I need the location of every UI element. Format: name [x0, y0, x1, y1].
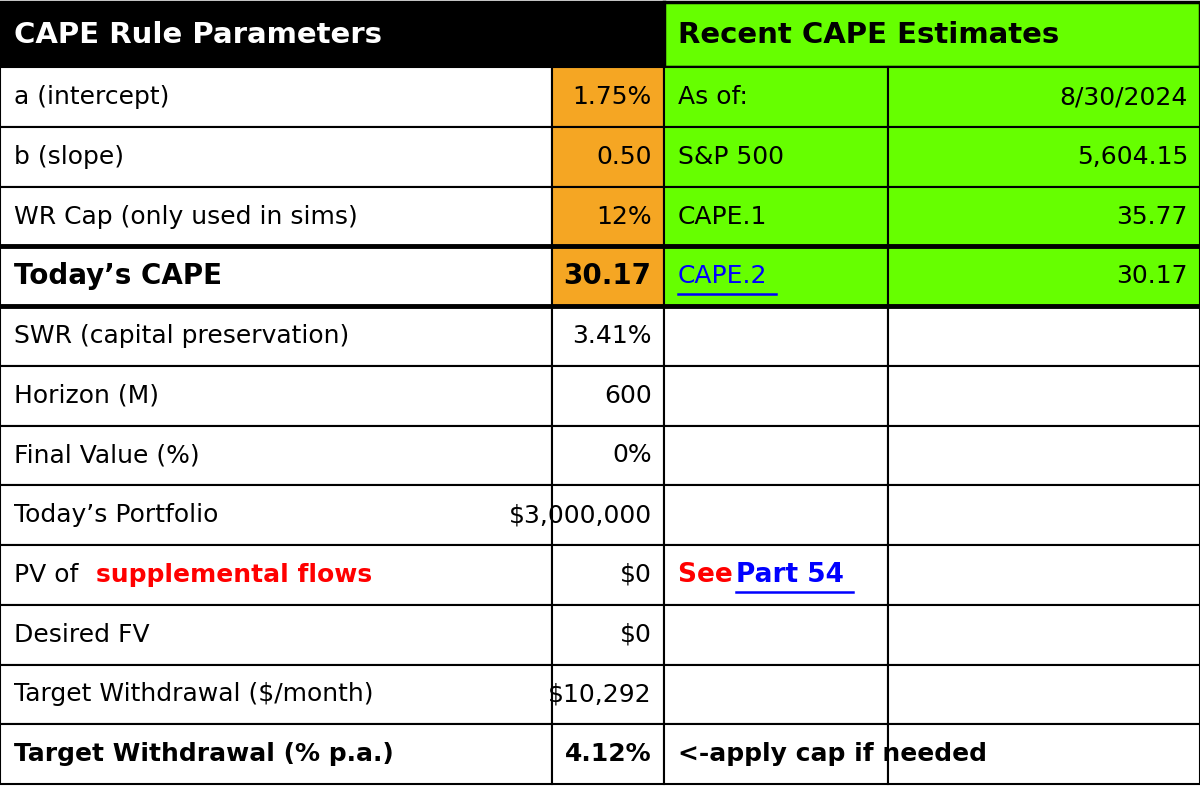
- Text: Target Withdrawal (% p.a.): Target Withdrawal (% p.a.): [14, 742, 394, 766]
- Bar: [888, 127, 1200, 187]
- Text: <-apply cap if needed: <-apply cap if needed: [678, 742, 988, 766]
- Text: CAPE.1: CAPE.1: [678, 204, 767, 229]
- Bar: [888, 605, 1200, 665]
- Text: PV of: PV of: [14, 563, 86, 587]
- Bar: [552, 725, 664, 784]
- Bar: [0, 725, 552, 784]
- Text: 1.75%: 1.75%: [572, 85, 652, 109]
- Text: supplemental flows: supplemental flows: [96, 563, 372, 587]
- Bar: [888, 247, 1200, 306]
- Text: Today’s Portfolio: Today’s Portfolio: [14, 503, 218, 527]
- Bar: [888, 664, 1200, 725]
- Bar: [664, 247, 888, 306]
- Text: 0%: 0%: [612, 443, 652, 468]
- Text: CAPE Rule Parameters: CAPE Rule Parameters: [14, 20, 383, 49]
- Text: 600: 600: [604, 384, 652, 408]
- Bar: [664, 307, 888, 366]
- Bar: [552, 545, 664, 605]
- Text: $0: $0: [619, 563, 652, 587]
- Text: $3,000,000: $3,000,000: [509, 503, 652, 527]
- Bar: [664, 365, 888, 425]
- Text: 4.12%: 4.12%: [565, 742, 652, 766]
- Text: Target Withdrawal ($/month): Target Withdrawal ($/month): [14, 682, 374, 707]
- Text: 5,604.15: 5,604.15: [1076, 145, 1188, 169]
- Bar: [888, 67, 1200, 127]
- Bar: [0, 485, 552, 545]
- Text: S&P 500: S&P 500: [678, 145, 784, 169]
- Bar: [664, 186, 888, 246]
- Text: b (slope): b (slope): [14, 145, 125, 169]
- Text: 0.50: 0.50: [596, 145, 652, 169]
- Bar: [0, 605, 552, 665]
- Bar: [0, 545, 552, 605]
- Bar: [0, 67, 552, 127]
- Text: As of:: As of:: [678, 85, 748, 109]
- Text: Horizon (M): Horizon (M): [14, 384, 160, 408]
- Bar: [552, 365, 664, 425]
- Text: $10,292: $10,292: [548, 682, 652, 707]
- Text: CAPE.2: CAPE.2: [678, 264, 768, 288]
- Bar: [888, 365, 1200, 425]
- Bar: [0, 127, 552, 187]
- Text: Recent CAPE Estimates: Recent CAPE Estimates: [678, 20, 1060, 49]
- Bar: [0, 365, 552, 425]
- Text: 3.41%: 3.41%: [572, 324, 652, 348]
- Bar: [552, 247, 664, 306]
- Bar: [0, 247, 552, 306]
- Bar: [664, 605, 888, 665]
- Bar: [552, 605, 664, 665]
- Text: 12%: 12%: [596, 204, 652, 229]
- Bar: [664, 426, 888, 485]
- Text: 30.17: 30.17: [564, 263, 652, 290]
- Text: 30.17: 30.17: [1116, 264, 1188, 288]
- Text: WR Cap (only used in sims): WR Cap (only used in sims): [14, 204, 358, 229]
- Bar: [664, 485, 888, 545]
- Bar: [664, 664, 888, 725]
- Text: See: See: [678, 562, 742, 588]
- Bar: [552, 664, 664, 725]
- Bar: [888, 426, 1200, 485]
- Bar: [552, 307, 664, 366]
- Text: Part 54: Part 54: [736, 562, 844, 588]
- Bar: [552, 67, 664, 127]
- Text: $0: $0: [619, 623, 652, 647]
- Bar: [664, 2, 1200, 67]
- Bar: [664, 127, 888, 187]
- Bar: [888, 725, 1200, 784]
- Bar: [0, 186, 552, 246]
- Bar: [888, 545, 1200, 605]
- Bar: [888, 307, 1200, 366]
- Bar: [888, 485, 1200, 545]
- Bar: [664, 67, 888, 127]
- Bar: [664, 725, 888, 784]
- Text: Desired FV: Desired FV: [14, 623, 150, 647]
- Bar: [552, 127, 664, 187]
- Bar: [0, 2, 664, 67]
- Bar: [552, 485, 664, 545]
- Bar: [552, 426, 664, 485]
- Text: Today’s CAPE: Today’s CAPE: [14, 263, 222, 290]
- Bar: [664, 545, 888, 605]
- Bar: [888, 186, 1200, 246]
- Text: 35.77: 35.77: [1117, 204, 1188, 229]
- Bar: [0, 664, 552, 725]
- Text: a (intercept): a (intercept): [14, 85, 169, 109]
- Bar: [0, 307, 552, 366]
- Bar: [552, 186, 664, 246]
- Text: Final Value (%): Final Value (%): [14, 443, 200, 468]
- Text: 8/30/2024: 8/30/2024: [1060, 85, 1188, 109]
- Bar: [0, 426, 552, 485]
- Text: SWR (capital preservation): SWR (capital preservation): [14, 324, 349, 348]
